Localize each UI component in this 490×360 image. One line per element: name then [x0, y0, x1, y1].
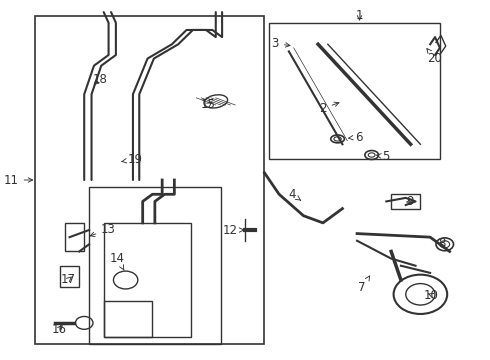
Text: 9: 9 [406, 195, 414, 208]
Text: 7: 7 [358, 276, 369, 294]
Bar [65, 223, 84, 251]
Bar [60, 266, 79, 287]
Text: 18: 18 [93, 73, 107, 86]
Text: 2: 2 [319, 102, 339, 115]
Text: 10: 10 [424, 288, 439, 302]
Text: 14: 14 [110, 252, 125, 270]
Text: 11: 11 [3, 174, 33, 186]
Bar [391, 194, 420, 208]
Text: 3: 3 [271, 37, 290, 50]
Text: 16: 16 [51, 323, 66, 336]
Text: 8: 8 [439, 237, 446, 250]
Bar [89, 187, 220, 344]
Bar [104, 301, 152, 337]
Text: 1: 1 [356, 9, 363, 22]
Text: 15: 15 [200, 99, 216, 112]
Text: 17: 17 [61, 273, 76, 286]
Text: 5: 5 [376, 150, 390, 163]
Text: 19: 19 [122, 153, 143, 166]
Bar [270, 23, 440, 158]
Bar [104, 223, 192, 337]
Text: 4: 4 [288, 188, 301, 201]
Text: 12: 12 [223, 224, 244, 237]
Text: 20: 20 [427, 49, 442, 65]
Text: 6: 6 [348, 131, 362, 144]
Ellipse shape [204, 95, 227, 108]
Text: 13: 13 [90, 223, 116, 237]
Bar [35, 16, 265, 344]
